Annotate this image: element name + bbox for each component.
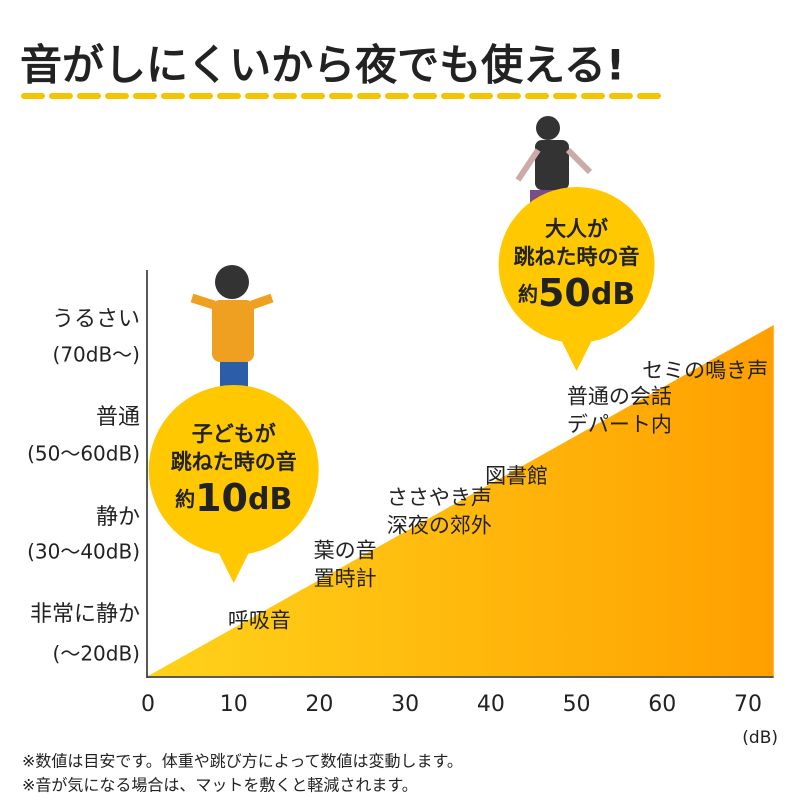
callout-bubble xyxy=(148,385,319,555)
sound-example: 呼吸音 xyxy=(228,608,291,632)
x-tick-label: 70 xyxy=(734,692,762,717)
callout-bubble xyxy=(558,335,595,371)
callout-bubble xyxy=(498,187,655,343)
x-tick-label: 10 xyxy=(220,692,248,717)
callout-unit: dB xyxy=(591,277,635,312)
y-level-label: 静か xyxy=(96,505,140,530)
sound-example: セミの鳴き声 xyxy=(642,358,768,382)
x-tick-label: 50 xyxy=(563,692,591,717)
callout-text: 子どもが xyxy=(192,422,276,446)
callout-value: 約10dB xyxy=(175,476,292,520)
y-level-label: うるさい xyxy=(52,307,140,332)
y-level-label: (50〜60dB) xyxy=(27,442,140,466)
x-tick-label: 20 xyxy=(305,692,333,717)
x-tick-label: 40 xyxy=(477,692,505,717)
callout-value: 約50dB xyxy=(518,271,635,315)
x-unit: (dB) xyxy=(742,728,778,748)
sound-example: 普通の会話 xyxy=(567,385,672,409)
callout-unit: dB xyxy=(248,482,292,517)
x-tick-label: 30 xyxy=(391,692,419,717)
callout-number: 50 xyxy=(538,271,591,315)
sound-example: 深夜の郊外 xyxy=(387,514,492,538)
callout-text: 大人が xyxy=(545,217,608,241)
sound-example: 置時計 xyxy=(314,566,377,590)
area xyxy=(148,325,774,676)
callout-bubble xyxy=(215,547,252,583)
callout-prefix: 約 xyxy=(518,282,538,306)
sound-example: 図書館 xyxy=(485,464,548,488)
sound-example: デパート内 xyxy=(567,413,672,437)
callout-text: 跳ねた時の音 xyxy=(171,450,297,474)
footnote: ※数値は目安です。体重や跳び方によって数値は変動します。 xyxy=(22,752,463,771)
callout-prefix: 約 xyxy=(175,487,195,511)
x-tick-label: 60 xyxy=(648,692,676,717)
y-level-label: (70dB〜) xyxy=(53,343,140,367)
y-level-label: 非常に静か xyxy=(30,602,140,627)
callout-text: 跳ねた時の音 xyxy=(514,245,640,269)
footnote: ※音が気になる場合は、マットを敷くと軽減されます。 xyxy=(22,776,418,795)
sound-example: ささやき声 xyxy=(387,486,492,510)
callout-number: 10 xyxy=(195,476,248,520)
child-figure xyxy=(190,265,274,407)
y-level-label: 普通 xyxy=(96,405,140,430)
y-level-label: (30〜40dB) xyxy=(27,540,140,564)
y-level-label: (〜20dB) xyxy=(53,642,140,666)
x-tick-label: 0 xyxy=(141,692,155,717)
title: 音がしにくいから夜でも使える! xyxy=(20,41,625,90)
sound-example: 葉の音 xyxy=(314,538,377,562)
